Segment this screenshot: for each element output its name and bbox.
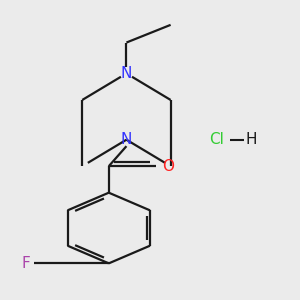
- Text: N: N: [121, 132, 132, 147]
- Text: O: O: [162, 159, 174, 174]
- Text: N: N: [121, 66, 132, 81]
- Text: F: F: [22, 256, 31, 271]
- Text: H: H: [246, 132, 257, 147]
- Text: Cl: Cl: [209, 132, 224, 147]
